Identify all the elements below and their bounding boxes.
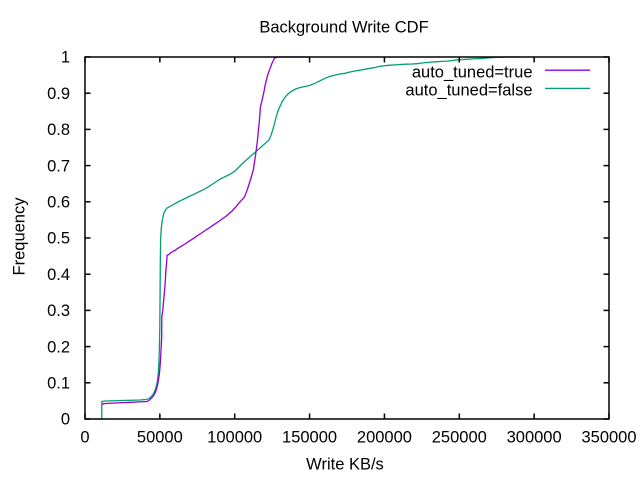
svg-text:0.7: 0.7 xyxy=(47,157,70,175)
svg-text:0: 0 xyxy=(61,411,70,429)
svg-text:0.9: 0.9 xyxy=(47,85,70,103)
svg-text:0.3: 0.3 xyxy=(47,302,70,320)
svg-text:0.4: 0.4 xyxy=(47,266,70,284)
svg-text:0.1: 0.1 xyxy=(47,375,70,393)
svg-text:50000: 50000 xyxy=(137,429,183,447)
svg-text:1: 1 xyxy=(61,49,70,67)
svg-text:0.6: 0.6 xyxy=(47,194,70,212)
svg-text:0.8: 0.8 xyxy=(47,121,70,139)
svg-text:350000: 350000 xyxy=(581,429,636,447)
svg-text:Write KB/s: Write KB/s xyxy=(306,456,384,474)
svg-text:0.2: 0.2 xyxy=(47,338,70,356)
svg-text:Frequency: Frequency xyxy=(11,197,29,276)
svg-text:100000: 100000 xyxy=(207,429,262,447)
svg-text:Background Write CDF: Background Write CDF xyxy=(259,18,428,36)
svg-text:250000: 250000 xyxy=(432,429,487,447)
svg-text:0.5: 0.5 xyxy=(47,230,70,248)
svg-text:0: 0 xyxy=(80,429,89,447)
svg-text:150000: 150000 xyxy=(282,429,337,447)
svg-text:auto_tuned=false: auto_tuned=false xyxy=(405,82,532,100)
svg-text:300000: 300000 xyxy=(507,429,562,447)
svg-text:200000: 200000 xyxy=(357,429,412,447)
svg-text:auto_tuned=true: auto_tuned=true xyxy=(412,63,533,81)
